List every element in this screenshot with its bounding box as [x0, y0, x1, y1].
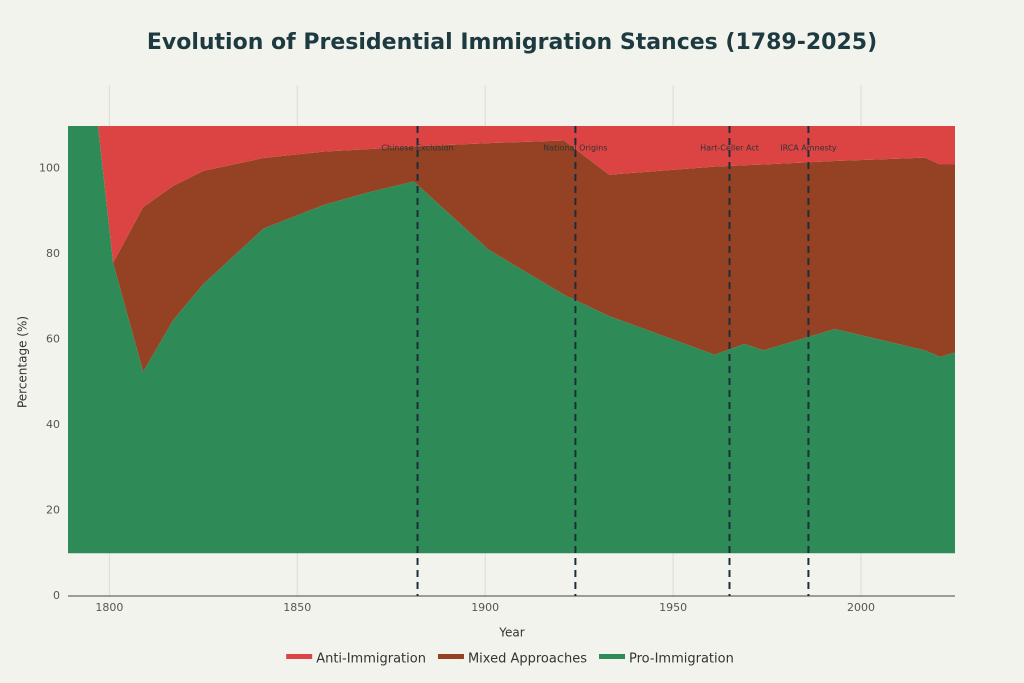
legend-swatch [286, 654, 313, 659]
y-axis-title: Percentage (%) [16, 316, 30, 408]
x-axis-title: Year [498, 626, 524, 640]
y-tick-label: 40 [46, 418, 60, 431]
chart-title: Evolution of Presidential Immigration St… [147, 30, 877, 55]
event-label: National Origins [543, 144, 607, 153]
legend-swatch [599, 654, 626, 659]
event-label: IRCA Amnesty [780, 144, 837, 153]
legend-label: Pro-Immigration [629, 652, 734, 667]
y-tick-label: 80 [46, 247, 60, 260]
event-label: Chinese Exclusion [381, 144, 453, 153]
y-tick-label: 100 [39, 162, 60, 175]
y-tick-label: 60 [46, 333, 60, 346]
x-tick-label: 1850 [283, 601, 311, 614]
event-label: Hart-Celler Act [700, 144, 759, 153]
legend-swatch [437, 654, 464, 659]
area [68, 126, 955, 372]
x-tick-label: 1800 [95, 601, 123, 614]
area [68, 126, 955, 263]
x-tick-label: 1950 [659, 601, 687, 614]
y-tick-label: 20 [46, 504, 60, 517]
x-tick-label: 2000 [847, 601, 875, 614]
x-tick-label: 1900 [471, 601, 499, 614]
legend-label: Anti-Immigration [316, 652, 426, 667]
area [68, 126, 955, 554]
legend: Anti-Immigration Mixed Approaches Pro-Immi… [286, 652, 734, 667]
legend-label: Mixed Approaches [468, 652, 587, 667]
y-tick-label: 0 [53, 589, 60, 602]
